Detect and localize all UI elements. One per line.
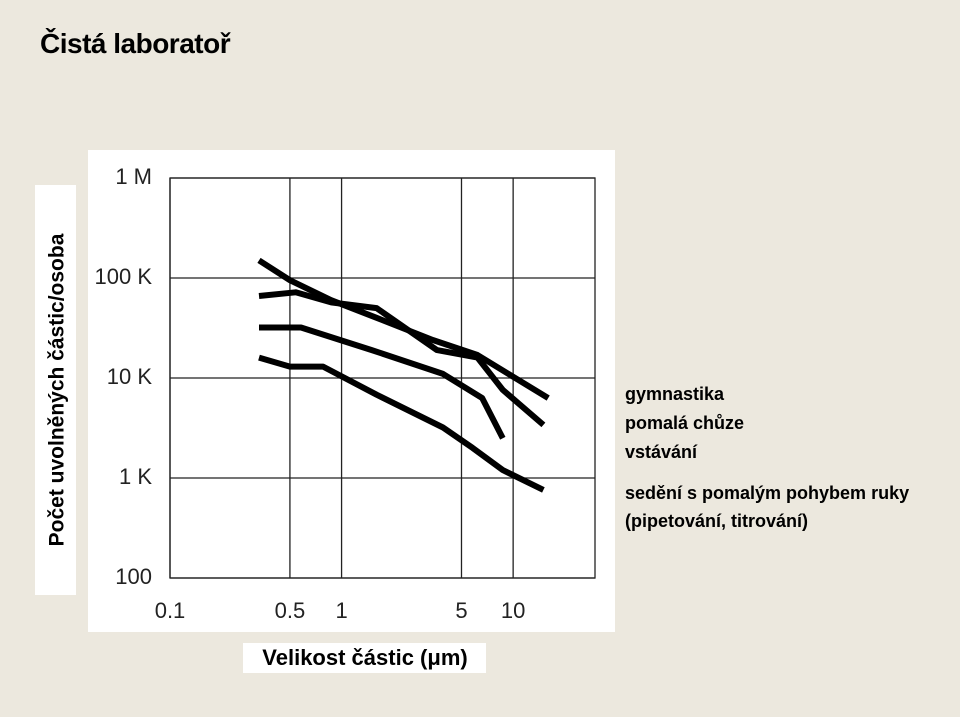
y-label-box [35,185,76,595]
page-title: Čistá laboratoř [40,28,231,59]
legend-entry: gymnastika [625,384,725,404]
x-tick-label: 1 [335,598,347,623]
plot-frame [169,177,596,579]
y-tick-label: 100 K [95,264,153,289]
y-tick-label: 1 K [119,464,152,489]
y-tick-label: 1 M [115,164,152,189]
legend: gymnastika pomalá chůze vstávání sedění s p… [625,380,925,535]
y-tick-label: 10 K [107,364,153,389]
data-line [259,324,506,440]
x-tick-label: 5 [455,598,467,623]
y-axis-label: Počet uvolněných částic/osoba [46,233,69,546]
data-line [258,354,545,493]
legend-entry: pomalá chůze [625,413,745,433]
x-axis-label: Velikost částic (μm) [262,645,467,670]
x-label-box [243,643,486,673]
x-tick-label: 0.1 [155,598,186,623]
x-tick-label: 0.5 [275,598,306,623]
y-tick-label: 100 [115,564,152,589]
data-line [258,289,546,428]
x-tick-label: 10 [501,598,525,623]
legend-entry: vstávání [625,442,698,462]
plot-panel [88,150,615,632]
legend-entry: sedění s pomalým pohybem ruky (pipetován… [625,483,910,531]
